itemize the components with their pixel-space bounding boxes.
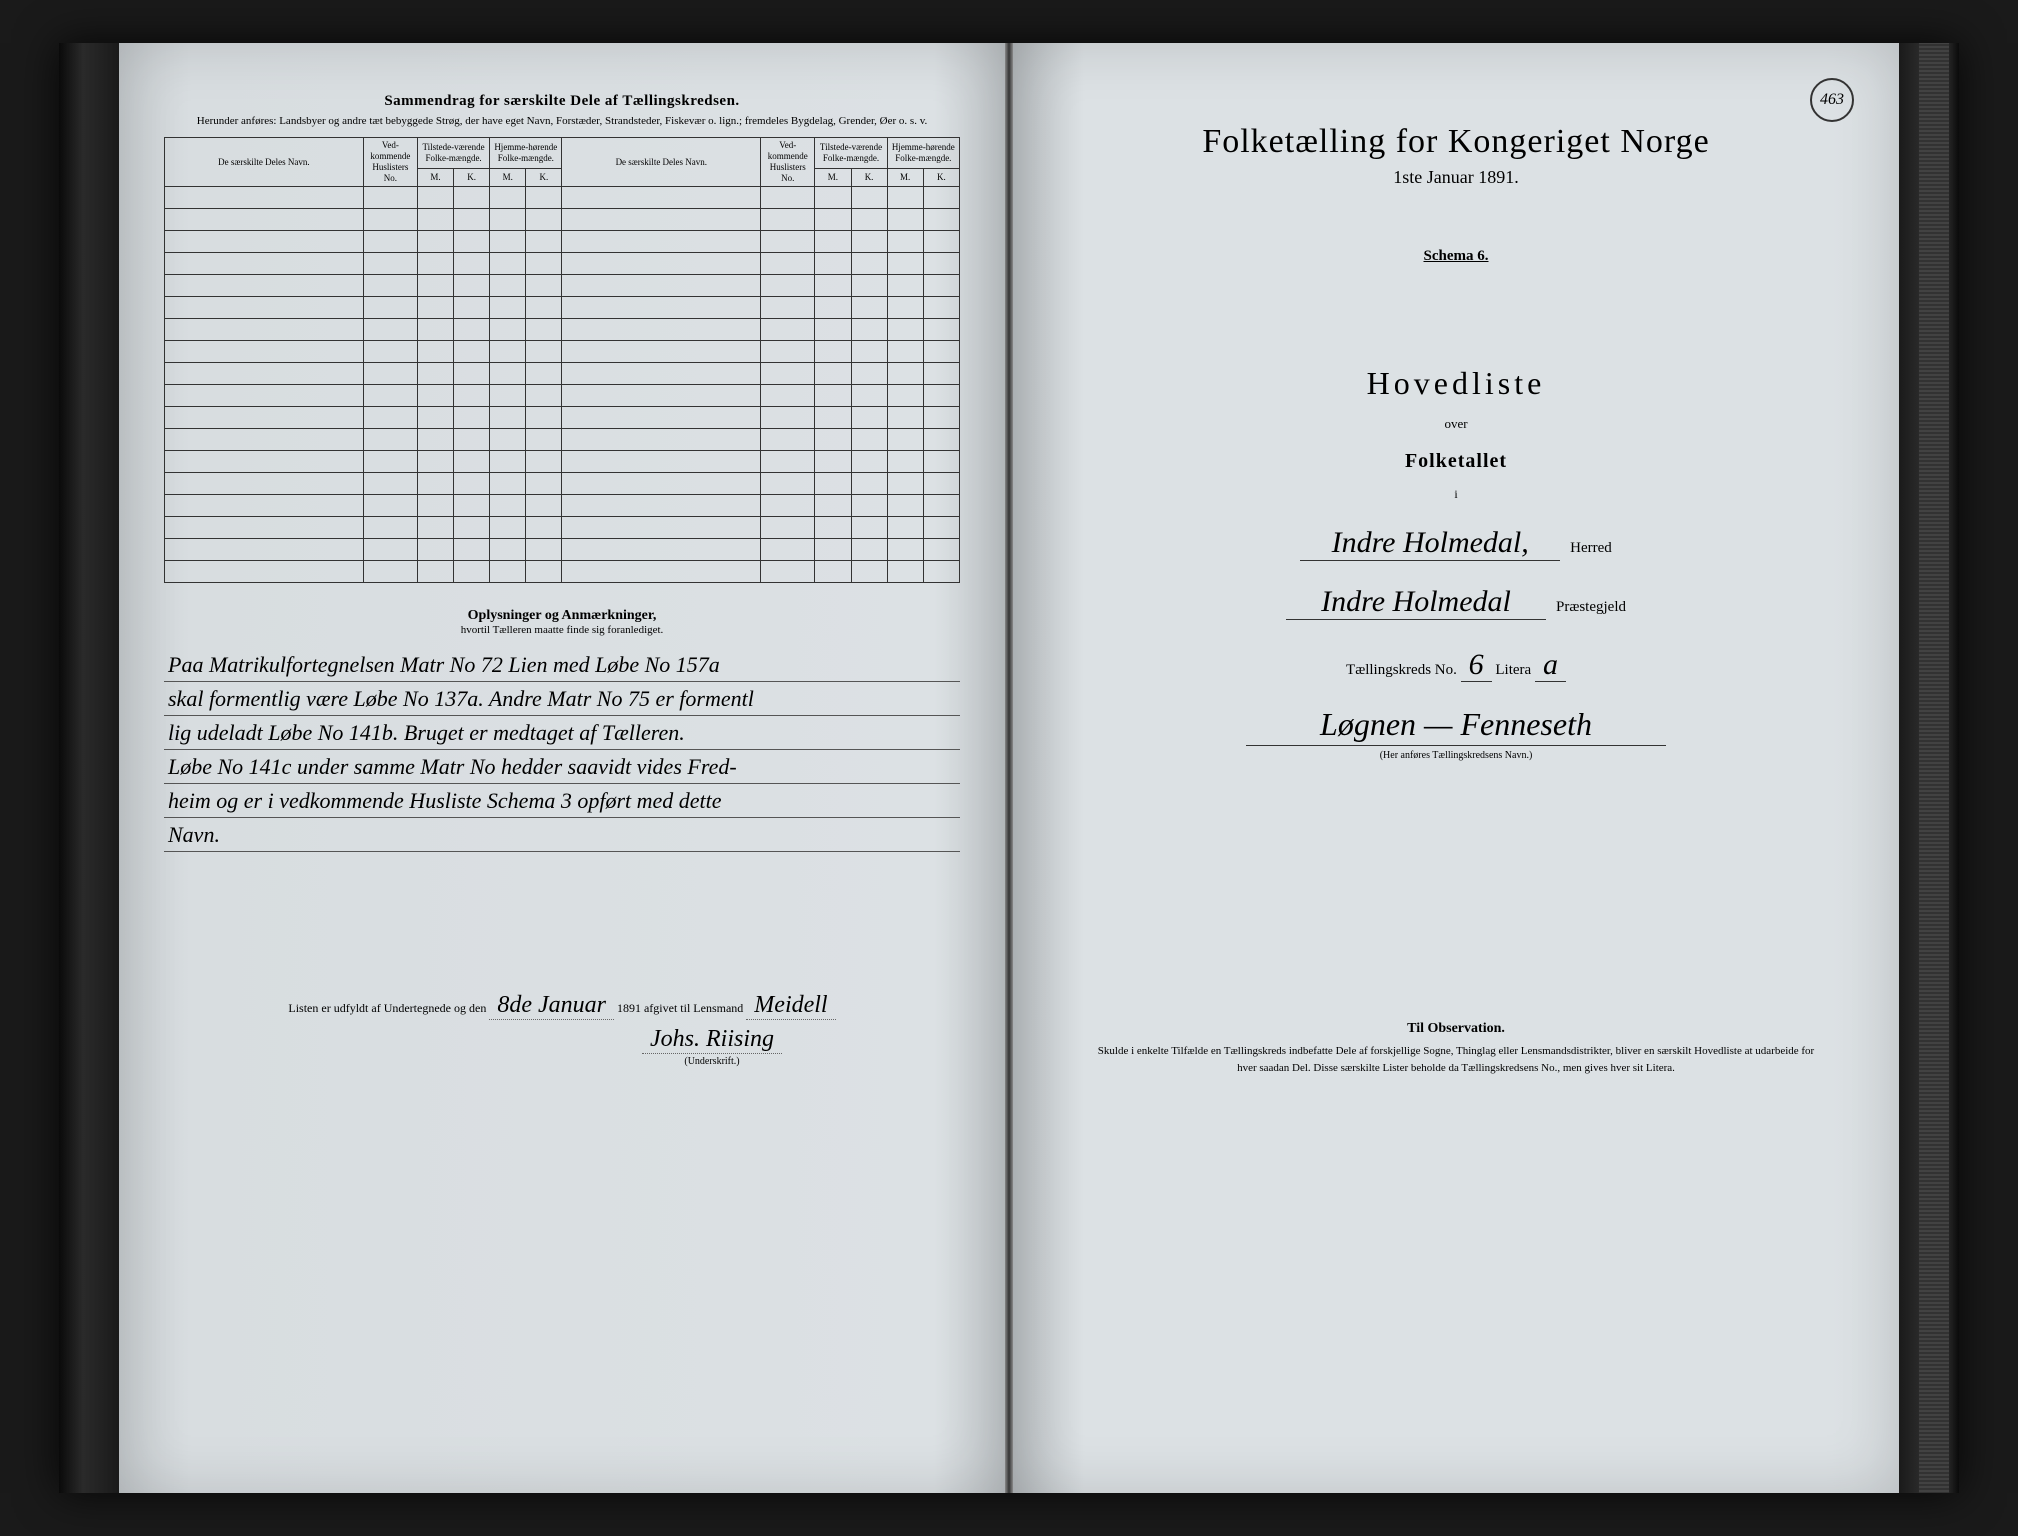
kreds-no: 6 <box>1461 648 1492 682</box>
prestegjeld-label: Præstegjeld <box>1556 599 1626 616</box>
litera-value: a <box>1535 648 1566 682</box>
note-line: skal formentlig være Løbe No 137a. Andre… <box>164 682 960 716</box>
note-line: Løbe No 141c under samme Matr No hedder … <box>164 750 960 784</box>
book-spine <box>1005 43 1013 1493</box>
col-k: K. <box>526 168 562 186</box>
hovedliste: Hovedliste <box>1058 365 1854 402</box>
col-m: M. <box>490 168 526 186</box>
kreds-row: Tællingskreds No. 6 Litera a <box>1058 648 1854 682</box>
herred-value: Indre Holmedal, <box>1300 526 1560 561</box>
sig-name1: Meidell <box>746 992 835 1020</box>
sig-prefix: Listen er udfyldt af Undertegnede og den <box>288 1001 486 1015</box>
prestegjeld-row: Indre Holmedal Præstegjeld <box>1058 585 1854 620</box>
i-label: i <box>1058 487 1854 502</box>
table-row <box>165 516 960 538</box>
litera-label: Litera <box>1495 662 1531 678</box>
col-m: M. <box>887 168 923 186</box>
signature-section: Listen er udfyldt af Undertegnede og den… <box>164 992 960 1067</box>
note-line: Paa Matrikulfortegnelsen Matr No 72 Lien… <box>164 648 960 682</box>
sig-line: Listen er udfyldt af Undertegnede og den… <box>164 992 960 1020</box>
col-m: M. <box>417 168 453 186</box>
binding-left <box>59 43 119 1493</box>
col-k: K. <box>454 168 490 186</box>
census-table: De særskilte Deles Navn. Ved-kommende Hu… <box>164 137 960 582</box>
left-page: Sammendrag for særskilte Dele af Tælling… <box>119 43 1005 1493</box>
table-row <box>165 318 960 340</box>
over-label: over <box>1058 416 1854 432</box>
table-row <box>165 296 960 318</box>
sig-date: 8de Januar <box>489 992 614 1020</box>
table-row <box>165 274 960 296</box>
table-row <box>165 252 960 274</box>
right-page: 463 Folketælling for Kongeriget Norge 1s… <box>1013 43 1899 1493</box>
table-body <box>165 186 960 582</box>
notes-lines: Paa Matrikulfortegnelsen Matr No 72 Lien… <box>164 648 960 852</box>
census-title: Folketælling for Kongeriget Norge <box>1058 123 1854 161</box>
note-line: heim og er i vedkommende Husliste Schema… <box>164 784 960 818</box>
col-name-2: De særskilte Deles Navn. <box>562 138 761 186</box>
col-hjemme-2: Hjemme-hørende Folke-mængde. <box>887 138 959 168</box>
col-huslister-2: Ved-kommende Huslisters No. <box>761 138 815 186</box>
binding-right <box>1899 43 1959 1493</box>
sig-under: (Underskrift.) <box>464 1056 960 1067</box>
note-line: Navn. <box>164 818 960 852</box>
table-row <box>165 494 960 516</box>
observation-section: Til Observation. Skulde i enkelte Tilfæl… <box>1058 1021 1854 1076</box>
census-date: 1ste Januar 1891. <box>1058 167 1854 188</box>
sig-year: 1891 afgivet til Lensmand <box>617 1001 743 1015</box>
col-m: M. <box>815 168 851 186</box>
kreds-name: Løgnen — Fenneseth <box>1246 706 1666 746</box>
table-row <box>165 384 960 406</box>
col-hjemme-1: Hjemme-hørende Folke-mængde. <box>490 138 562 168</box>
schema-label: Schema 6. <box>1058 248 1854 265</box>
prestegjeld-value: Indre Holmedal <box>1286 585 1546 620</box>
notes-title: Oplysninger og Anmærkninger, <box>164 608 960 624</box>
table-row <box>165 560 960 582</box>
col-name-1: De særskilte Deles Navn. <box>165 138 364 186</box>
left-title: Sammendrag for særskilte Dele af Tælling… <box>164 93 960 110</box>
note-line: lig udeladt Løbe No 141b. Bruget er medt… <box>164 716 960 750</box>
table-row <box>165 450 960 472</box>
obs-title: Til Observation. <box>1058 1021 1854 1037</box>
kreds-label-pre: Tællingskreds No. <box>1346 662 1457 678</box>
table-row <box>165 230 960 252</box>
col-tilstede-2: Tilstede-værende Folke-mængde. <box>815 138 887 168</box>
herred-row: Indre Holmedal, Herred <box>1058 526 1854 561</box>
col-k: K. <box>851 168 887 186</box>
col-k: K. <box>923 168 959 186</box>
notes-section: Oplysninger og Anmærkninger, hvortil Tæl… <box>164 608 960 852</box>
left-subtitle: Herunder anføres: Landsbyer og andre tæt… <box>164 114 960 129</box>
folketallet: Folketallet <box>1058 450 1854 473</box>
table-row <box>165 340 960 362</box>
sig-name2: Johs. Riising <box>642 1026 782 1054</box>
table-row <box>165 406 960 428</box>
table-row <box>165 208 960 230</box>
kreds-caption: (Her anføres Tællingskredsens Navn.) <box>1058 750 1854 761</box>
table-row <box>165 472 960 494</box>
table-row <box>165 362 960 384</box>
col-tilstede-1: Tilstede-værende Folke-mængde. <box>417 138 489 168</box>
table-row <box>165 428 960 450</box>
left-header: Sammendrag for særskilte Dele af Tælling… <box>164 93 960 129</box>
right-content: Folketælling for Kongeriget Norge 1ste J… <box>1058 93 1854 1076</box>
herred-label: Herred <box>1570 540 1612 557</box>
book-spread: Sammendrag for særskilte Dele af Tælling… <box>59 43 1959 1493</box>
table-row <box>165 186 960 208</box>
notes-sub: hvortil Tælleren maatte finde sig foranl… <box>164 624 960 636</box>
obs-text: Skulde i enkelte Tilfælde en Tællingskre… <box>1058 1043 1854 1076</box>
table-row <box>165 538 960 560</box>
col-huslister-1: Ved-kommende Huslisters No. <box>363 138 417 186</box>
page-number: 463 <box>1810 78 1854 122</box>
